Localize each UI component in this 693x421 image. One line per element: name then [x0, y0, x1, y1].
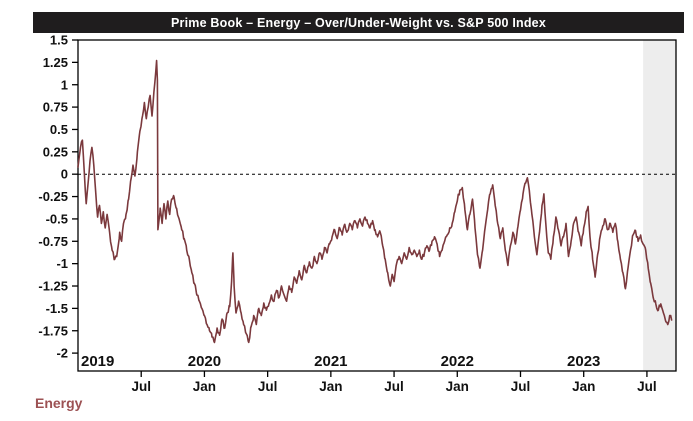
year-label: 2023	[567, 353, 600, 370]
chart-legend: Energy	[35, 395, 82, 411]
x-axis-tick-label: Jul	[384, 379, 404, 394]
y-axis-tick-label: 0.5	[50, 122, 68, 137]
y-axis-tick-label: -0.5	[46, 211, 68, 226]
x-axis-tick-label: Jan	[572, 379, 595, 394]
year-label: 2021	[314, 353, 347, 370]
y-axis-tick-label: -1	[56, 256, 68, 271]
y-axis-tick-label: -0.25	[38, 189, 68, 204]
chart-title-bar: Prime Book – Energy – Over/Under-Weight …	[33, 12, 684, 33]
y-axis-tick-label: 0.25	[43, 144, 68, 159]
y-axis-tick-label: 0	[61, 167, 68, 182]
x-axis-tick-label: Jan	[193, 379, 216, 394]
year-label: 2022	[441, 353, 474, 370]
y-axis-tick-label: -2	[56, 346, 68, 361]
y-axis-tick-label: 1.25	[43, 55, 68, 70]
y-axis-tick-label: 1	[61, 77, 68, 92]
x-axis-tick-label: Jan	[319, 379, 342, 394]
energy-series-line	[77, 59, 673, 344]
x-axis-tick-label: Jul	[637, 379, 657, 394]
x-axis-tick-label: Jul	[131, 379, 151, 394]
y-axis-tick-label: -1.75	[38, 323, 68, 338]
legend-energy-label: Energy	[35, 395, 83, 411]
y-axis-tick-label: 1.5	[50, 33, 68, 48]
y-axis-tick-label: -1.5	[46, 301, 68, 316]
x-axis-tick-label: Jul	[511, 379, 531, 394]
y-axis-tick-label: -0.75	[38, 234, 68, 249]
y-axis-tick-label: -1.25	[38, 279, 68, 294]
plot-border	[77, 39, 677, 372]
year-label: 2020	[188, 353, 221, 370]
y-axis-tick-label: 0.75	[43, 100, 68, 115]
year-label: 2019	[81, 353, 114, 370]
recent-period-highlight	[643, 40, 676, 371]
x-axis-tick-label: Jul	[258, 379, 278, 394]
x-axis-tick-label: Jan	[446, 379, 469, 394]
chart-title: Prime Book – Energy – Over/Under-Weight …	[171, 15, 546, 30]
